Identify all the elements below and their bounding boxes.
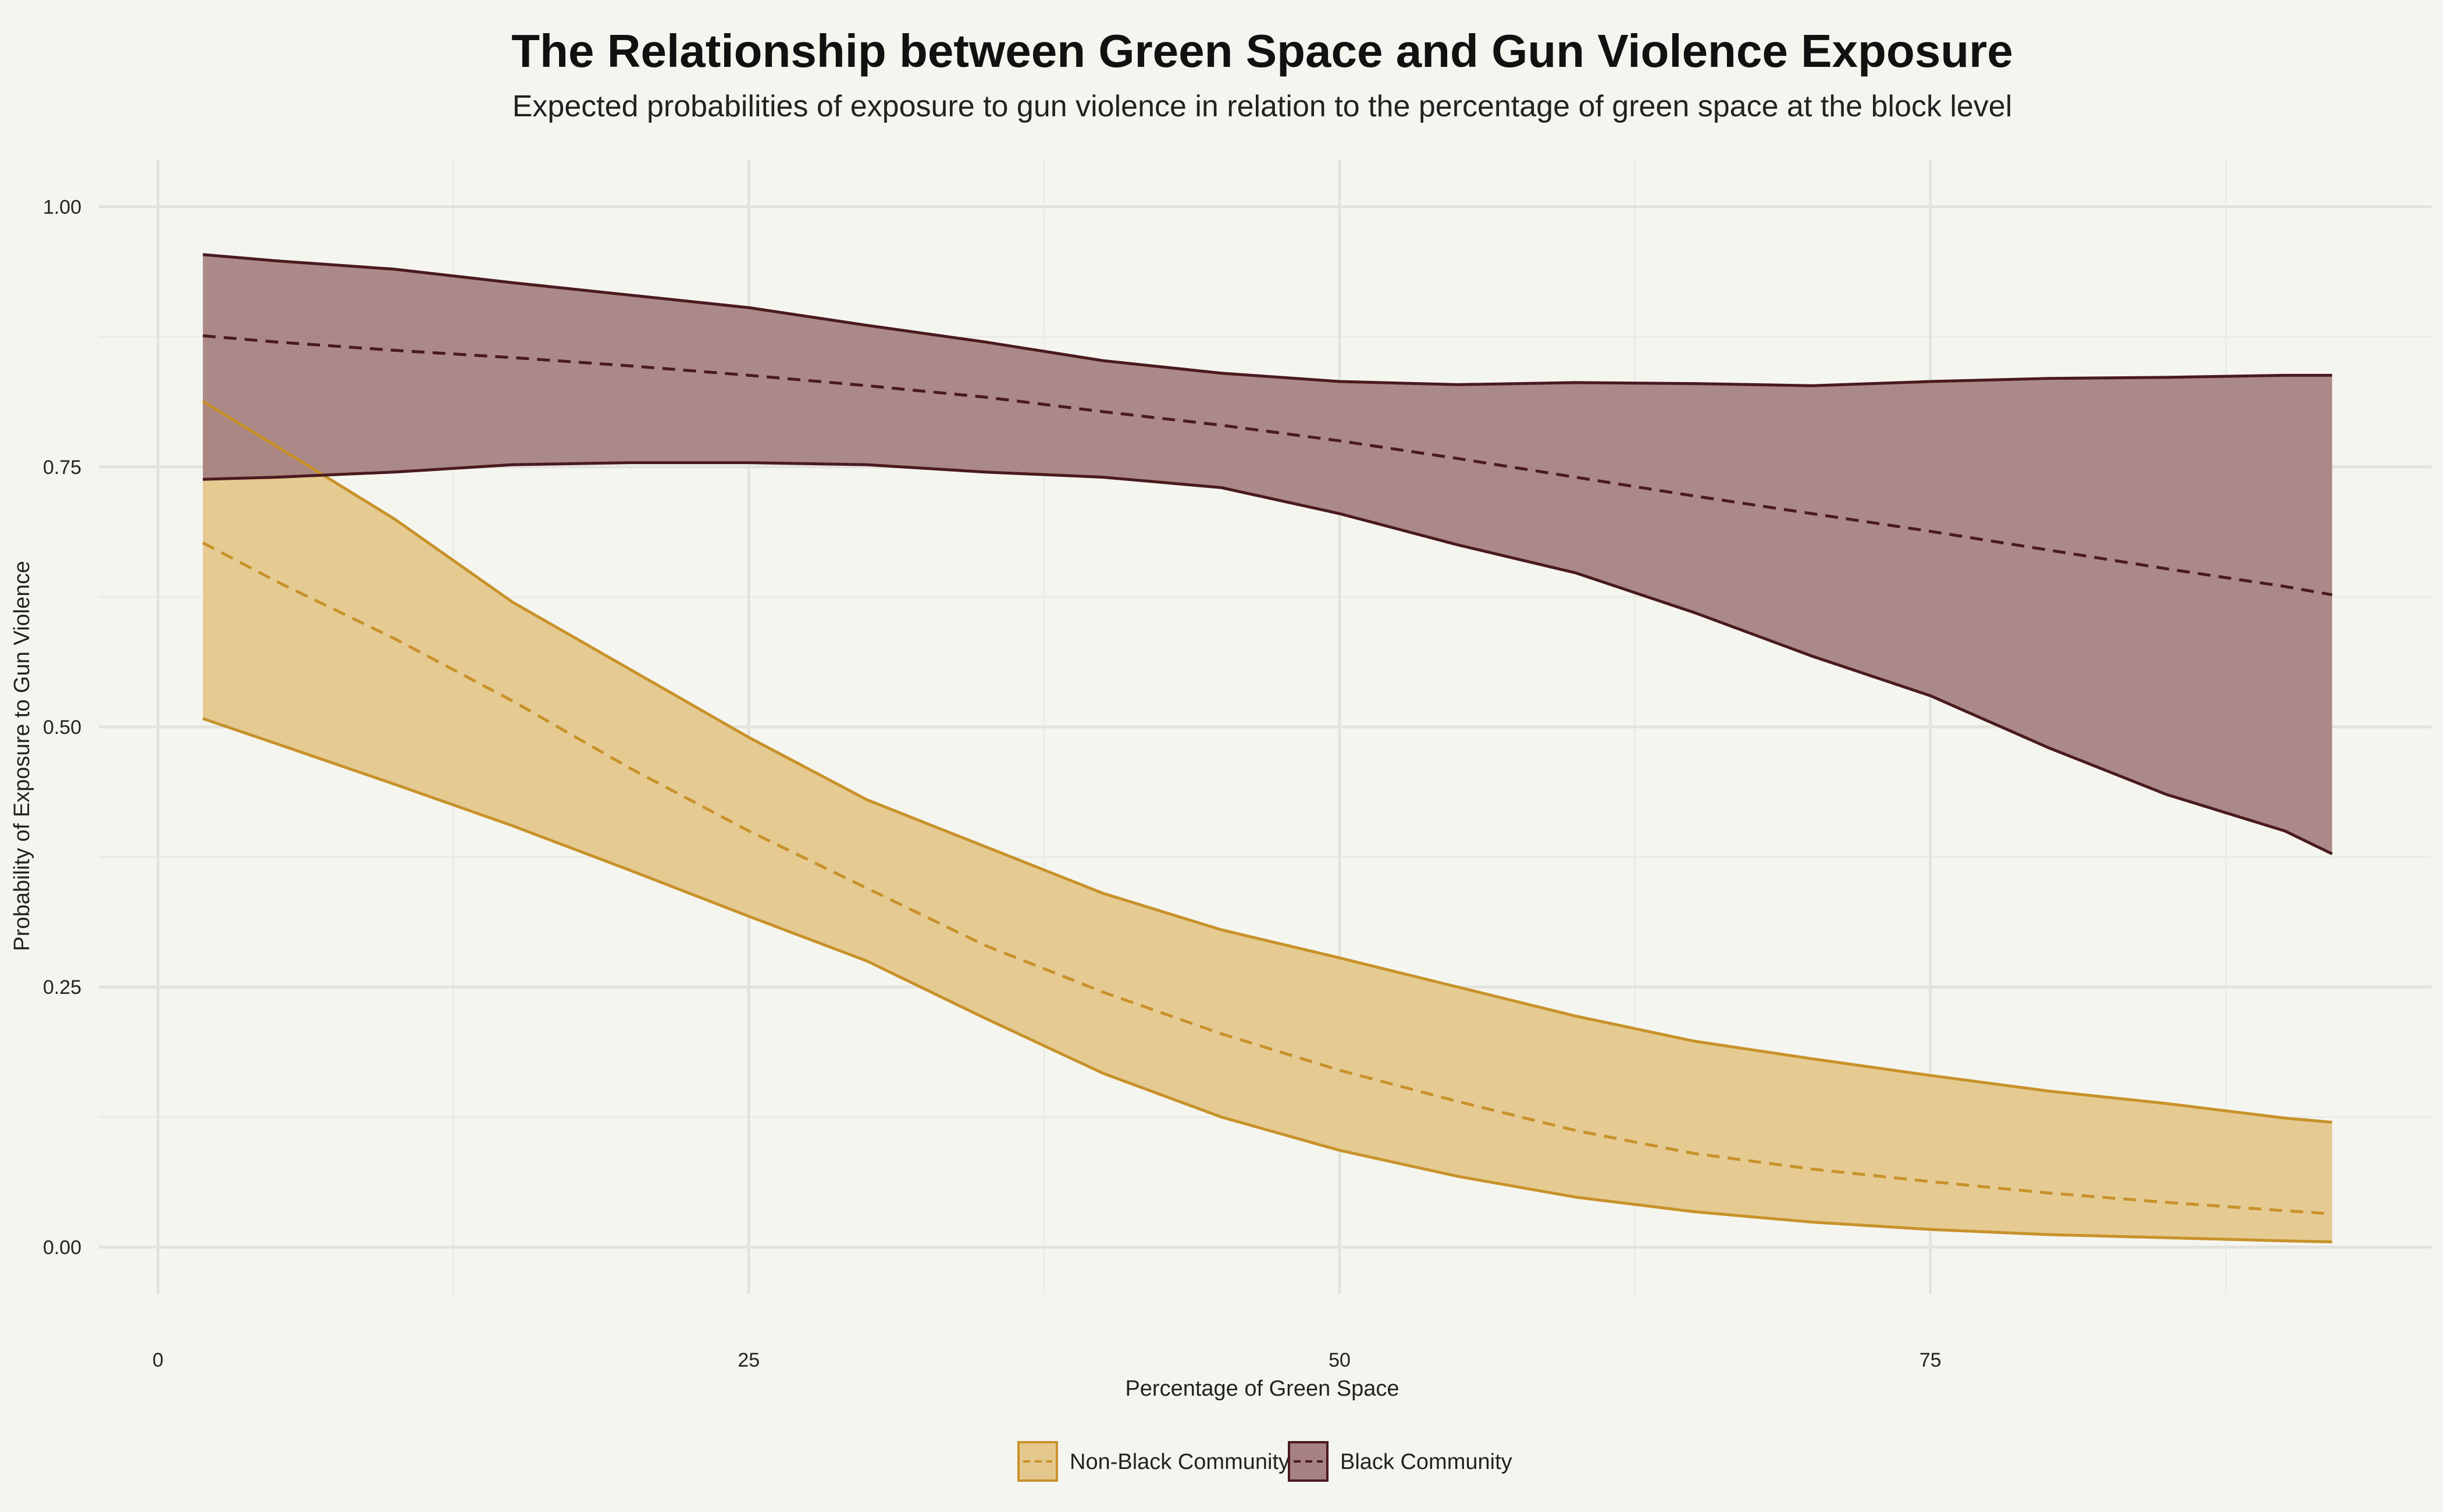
legend-label: Black Community bbox=[1340, 1450, 1512, 1474]
confidence-band bbox=[202, 254, 2332, 854]
y-tick-label: 0.75 bbox=[43, 457, 81, 479]
x-tick-label: 25 bbox=[738, 1349, 760, 1371]
y-tick-label: 1.00 bbox=[43, 197, 81, 219]
x-tick-label: 50 bbox=[1329, 1349, 1351, 1371]
bands-layer bbox=[202, 254, 2332, 1242]
x-tick-label: 75 bbox=[1920, 1349, 1942, 1371]
x-axis-label: Percentage of Green Space bbox=[1125, 1377, 1399, 1401]
y-axis-label: Probability of Exposure to Gun Violence bbox=[10, 561, 34, 951]
y-tick-label: 0.50 bbox=[43, 716, 81, 739]
y-tick-label: 0.00 bbox=[43, 1236, 81, 1258]
upper-bound-line bbox=[202, 400, 2332, 1124]
legend-label: Non-Black Community bbox=[1070, 1450, 1290, 1474]
chart-title: The Relationship between Green Space and… bbox=[511, 25, 2013, 77]
lines-layer bbox=[202, 253, 2333, 1244]
lower-bound-line bbox=[202, 717, 2332, 1244]
axis-layer: 0 25 50 75 0.00 0.25 0.50 0.75 1.00 bbox=[43, 197, 1942, 1371]
chart-subtitle: Expected probabilities of exposure to gu… bbox=[512, 90, 2013, 123]
confidence-band bbox=[202, 401, 2332, 1242]
legend: Non-Black Community Black Community bbox=[1017, 1441, 1512, 1482]
y-tick-label: 0.25 bbox=[43, 976, 81, 999]
lower-bound-line bbox=[202, 461, 2333, 855]
x-tick-label: 0 bbox=[152, 1349, 163, 1371]
fit-line bbox=[202, 541, 2332, 1215]
upper-bound-line bbox=[202, 253, 2332, 387]
